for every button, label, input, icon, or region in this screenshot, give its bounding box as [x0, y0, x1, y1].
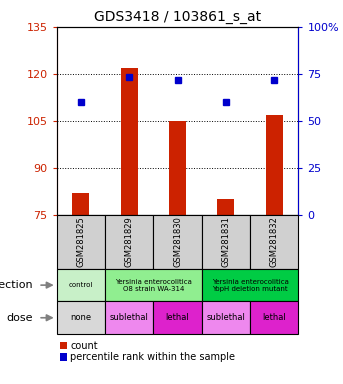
Title: GDS3418 / 103861_s_at: GDS3418 / 103861_s_at — [94, 10, 261, 25]
Bar — [153, 215, 202, 269]
Bar — [169, 121, 186, 215]
Text: GSM281830: GSM281830 — [173, 217, 182, 267]
Bar — [105, 215, 153, 269]
Bar — [72, 193, 89, 215]
Bar — [250, 301, 298, 334]
Text: GSM281825: GSM281825 — [76, 217, 85, 267]
Text: GSM281832: GSM281832 — [270, 217, 279, 267]
Text: Yersinia enterocolitica
YopH deletion mutant: Yersinia enterocolitica YopH deletion mu… — [212, 279, 288, 291]
Text: count: count — [70, 341, 98, 351]
Bar — [202, 215, 250, 269]
Bar — [153, 301, 202, 334]
Bar — [57, 301, 105, 334]
Text: sublethal: sublethal — [110, 313, 149, 322]
Bar — [266, 115, 283, 215]
Text: dose: dose — [6, 313, 32, 323]
Bar — [57, 269, 105, 301]
Text: percentile rank within the sample: percentile rank within the sample — [70, 352, 235, 362]
Text: Yersinia enterocolitica
O8 strain WA-314: Yersinia enterocolitica O8 strain WA-314 — [115, 279, 192, 291]
Text: lethal: lethal — [262, 313, 286, 322]
Bar — [202, 269, 298, 301]
Bar — [105, 301, 153, 334]
Bar — [250, 215, 298, 269]
Bar — [57, 215, 105, 269]
Text: sublethal: sublethal — [206, 313, 245, 322]
Bar — [217, 199, 234, 215]
Bar — [202, 301, 250, 334]
Text: lethal: lethal — [166, 313, 189, 322]
Bar — [121, 68, 138, 215]
Text: none: none — [70, 313, 91, 322]
Text: GSM281831: GSM281831 — [221, 217, 230, 267]
Bar — [105, 269, 202, 301]
Text: infection: infection — [0, 280, 32, 290]
Text: control: control — [69, 282, 93, 288]
Text: GSM281829: GSM281829 — [125, 217, 134, 267]
